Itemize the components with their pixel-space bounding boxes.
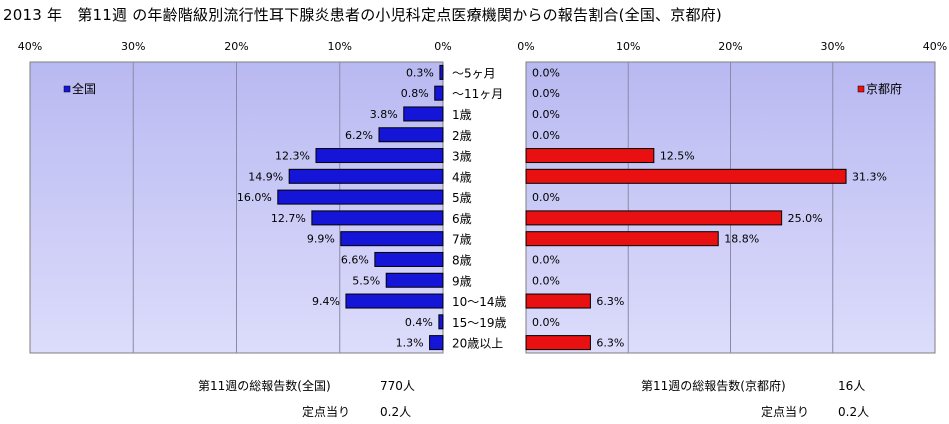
x-tick-label: 20%	[718, 40, 742, 53]
bar	[434, 85, 444, 101]
bar	[438, 314, 444, 330]
category-label: ～11ヶ月	[452, 87, 503, 101]
x-tick-label: 40%	[923, 40, 947, 53]
legend-label: 全国	[72, 81, 96, 96]
category-label: 10～14歳	[452, 295, 507, 309]
category-labels: ～5ヶ月 ～11ヶ月 1歳 2歳 3歳 4歳 5歳 6歳 7歳 8歳 9歳 10～14歳 15～19歳 2…	[452, 66, 507, 350]
data-label: 0.0%	[532, 253, 560, 266]
category-label: 6歳	[452, 212, 472, 226]
legend-swatch	[857, 85, 865, 93]
data-label: 18.8%	[724, 233, 759, 246]
data-label: 25.0%	[788, 212, 823, 225]
data-label: 14.9%	[248, 170, 283, 183]
x-tick-label: 0%	[517, 40, 534, 53]
bar	[525, 148, 655, 164]
national-total-value: 770人	[380, 379, 415, 393]
category-label: 7歳	[452, 233, 472, 247]
data-label: 9.9%	[307, 233, 335, 246]
national-per-site-value: 0.2人	[380, 405, 412, 419]
bar	[525, 210, 783, 226]
data-label: 0.0%	[532, 316, 560, 329]
data-label: 0.0%	[532, 87, 560, 100]
bar	[385, 272, 444, 288]
data-label: 0.3%	[406, 66, 434, 79]
kyoto-per-site-label: 定点当り	[761, 405, 810, 419]
x-tick-label: 30%	[821, 40, 845, 53]
category-label: 1歳	[452, 108, 472, 122]
x-tick-label: 30%	[121, 40, 145, 53]
legend-swatch	[63, 85, 71, 93]
bar	[315, 148, 444, 164]
national-per-site-label: 定点当り	[302, 405, 351, 419]
data-label: 0.8%	[401, 87, 429, 100]
x-tick-label: 10%	[328, 40, 352, 53]
category-label: 2歳	[452, 129, 472, 143]
national-total-label: 第11週の総報告数(全国)	[198, 379, 331, 393]
kyoto-total-label: 第11週の総報告数(京都府)	[641, 379, 786, 393]
x-tick-label: 10%	[616, 40, 640, 53]
bar	[439, 64, 444, 80]
bar	[340, 231, 444, 247]
x-tick-label: 20%	[224, 40, 248, 53]
category-label: 4歳	[452, 170, 472, 184]
bar	[429, 335, 444, 351]
chart-title: 2013 年 第11週 の年齢階級別流行性耳下腺炎患者の小児科定点医療機関からの…	[3, 6, 722, 24]
kyoto-total-value: 16人	[838, 379, 866, 393]
category-label: ～5ヶ月	[452, 66, 496, 80]
bar	[345, 293, 444, 309]
data-label: 0.4%	[405, 316, 433, 329]
data-label: 6.2%	[345, 129, 373, 142]
data-label: 0.0%	[532, 66, 560, 79]
data-label: 6.3%	[596, 337, 624, 350]
data-label: 12.3%	[275, 150, 310, 163]
bar	[277, 189, 444, 205]
data-label: 12.7%	[271, 212, 306, 225]
bar	[378, 127, 444, 143]
bar	[403, 106, 444, 122]
data-label: 6.3%	[596, 295, 624, 308]
data-label: 0.0%	[532, 191, 560, 204]
bar	[525, 168, 847, 184]
x-tick-label: 0%	[434, 40, 451, 53]
bar	[525, 231, 719, 247]
x-tick-label: 40%	[18, 40, 42, 53]
data-label: 5.5%	[352, 274, 380, 287]
bar	[525, 293, 591, 309]
category-label: 8歳	[452, 253, 472, 267]
category-label: 3歳	[452, 150, 472, 164]
data-label: 0.0%	[532, 108, 560, 121]
national-panel: 0% 10% 20% 30% 40% 0.3% 0.8%3.8% 6.2% 12.3% 14.9%…	[18, 40, 452, 354]
data-label: 0.0%	[532, 129, 560, 142]
category-label: 9歳	[452, 274, 472, 288]
data-label: 3.8%	[370, 108, 398, 121]
data-label: 12.5%	[660, 150, 695, 163]
category-label: 15～19歳	[452, 316, 507, 330]
category-label: 20歳以上	[452, 337, 503, 351]
kyoto-panel: 0% 10% 20% 30% 40% 0.0% 0.0% 0.0% 0.0% 12.5% 31.3%…	[517, 40, 947, 354]
data-label: 31.3%	[852, 170, 887, 183]
data-label: 1.3%	[396, 337, 424, 350]
data-label: 9.4%	[312, 295, 340, 308]
legend-label: 京都府	[866, 81, 902, 96]
bar	[525, 335, 591, 351]
data-label: 0.0%	[532, 274, 560, 287]
data-label: 16.0%	[237, 191, 272, 204]
data-label: 6.6%	[341, 253, 369, 266]
bar	[311, 210, 444, 226]
bar	[288, 168, 444, 184]
category-label: 5歳	[452, 191, 472, 205]
kyoto-per-site-value: 0.2人	[838, 405, 870, 419]
bar	[374, 251, 444, 267]
